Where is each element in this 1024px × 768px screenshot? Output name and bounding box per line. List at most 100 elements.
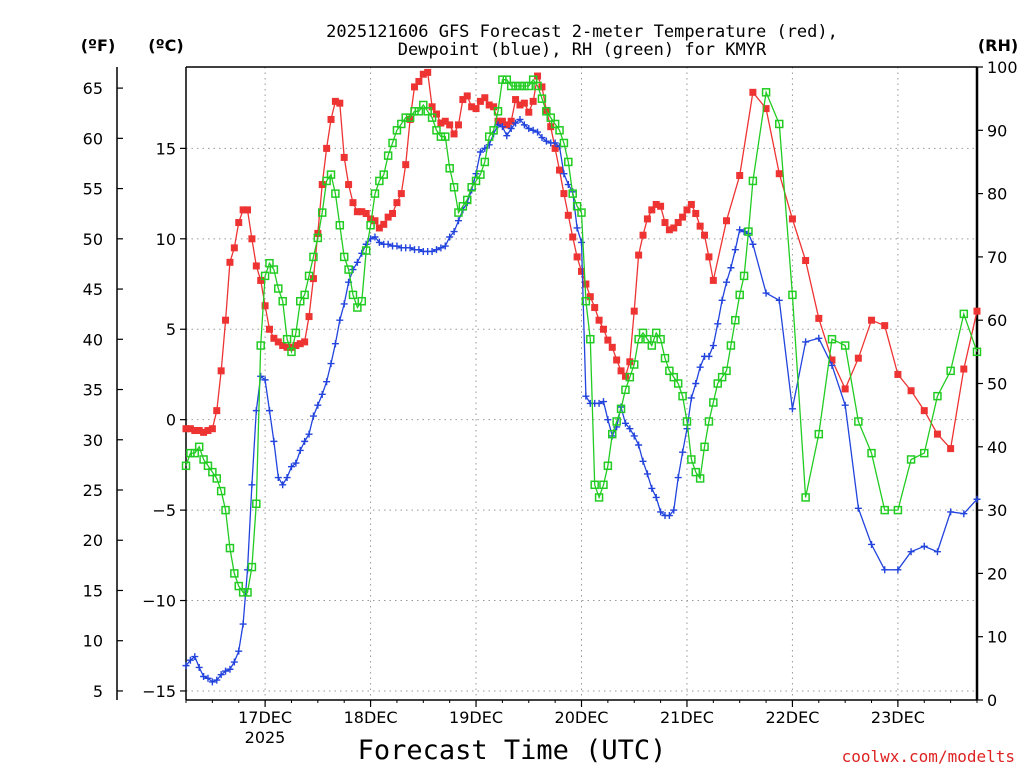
rh-point <box>181 461 191 471</box>
dewpoint-point <box>349 266 357 274</box>
rh-point <box>629 360 639 369</box>
rh-point <box>238 588 248 597</box>
dewpoint-point <box>230 658 238 666</box>
rh-point <box>524 81 534 91</box>
celsius-unit-label: (ºC) <box>148 36 183 55</box>
temperature-point <box>186 425 194 433</box>
temperature-point <box>454 121 462 129</box>
rh-point <box>586 334 595 344</box>
fahrenheit-tick-label: 60 <box>83 129 103 148</box>
series-dewpoint <box>182 115 981 686</box>
rh-tick-label: 60 <box>987 311 1007 330</box>
dewpoint-point <box>933 548 941 556</box>
temperature-point <box>437 119 445 127</box>
fahrenheit-tick-label: 10 <box>83 632 103 651</box>
temperature-point <box>705 253 713 261</box>
x-tick-label: 22DEC <box>765 708 819 727</box>
temperature-point <box>569 233 577 241</box>
rh-point <box>480 157 490 167</box>
temperature-point <box>424 68 432 76</box>
temperature-point <box>182 425 190 433</box>
temperature-point <box>538 83 546 91</box>
rh-point <box>441 132 450 141</box>
celsius-tick-label: −10 <box>142 592 176 611</box>
dewpoint-point <box>432 246 440 254</box>
dewpoint-point <box>498 123 506 131</box>
rh-point <box>423 107 432 116</box>
dewpoint-point <box>406 244 414 252</box>
temperature-point <box>665 226 673 234</box>
rh-point <box>498 75 507 84</box>
dewpoint-point <box>670 506 678 514</box>
dewpoint-point <box>358 249 366 257</box>
rh-point <box>471 176 481 186</box>
rh-point <box>717 372 727 382</box>
rh-point <box>326 170 336 179</box>
temperature-point <box>591 304 599 312</box>
rh-point <box>462 195 472 205</box>
dewpoint-point <box>257 372 265 380</box>
temperature-point <box>292 342 300 350</box>
dewpoint-point <box>736 226 744 234</box>
temperature-point <box>512 96 520 104</box>
temperature-point <box>323 144 331 152</box>
rh-point <box>401 113 410 122</box>
rh-point <box>339 252 349 262</box>
dewpoint-point <box>200 672 208 680</box>
x-tick-label: 23DEC <box>871 708 925 727</box>
temperature-point <box>235 219 243 227</box>
rh-point <box>537 94 547 103</box>
temperature-point <box>920 407 928 415</box>
dewpoint-point <box>292 459 300 467</box>
rh-tick-label: 90 <box>987 121 1007 140</box>
fahrenheit-tick-label: 25 <box>83 481 103 500</box>
temperature-point <box>525 108 533 116</box>
rh-point <box>243 588 252 597</box>
rh-point <box>296 296 305 306</box>
temperature-point <box>441 117 449 125</box>
rh-point <box>669 372 679 382</box>
temperature-point <box>411 83 419 91</box>
dewpoint-point <box>881 566 889 574</box>
rh-point <box>722 366 731 376</box>
dewpoint-point <box>538 134 546 142</box>
temperature-point <box>274 338 282 346</box>
temperature-point <box>657 202 665 210</box>
dewpoint-point <box>279 481 287 489</box>
dewpoint-point <box>204 674 212 682</box>
temperature-point <box>573 253 581 261</box>
rh-point <box>959 309 969 319</box>
rh-tick-label: 0 <box>987 691 997 710</box>
temperature-point <box>468 103 476 111</box>
rh-point <box>370 189 380 198</box>
rh-point <box>221 505 230 515</box>
dewpoint-point <box>679 448 687 456</box>
dewpoint-point <box>265 407 273 415</box>
dewpoint-point <box>947 508 955 516</box>
dewpoint-point <box>213 676 221 684</box>
data-series <box>181 68 982 686</box>
temperature-point <box>432 110 440 118</box>
rh-point <box>920 448 929 458</box>
dewpoint-point <box>960 510 968 518</box>
dewpoint-point <box>525 124 533 132</box>
rh-tick-label: 30 <box>987 501 1007 520</box>
x-axis-title: Forecast Time (UTC) <box>358 735 667 766</box>
celsius-tick-label: 10 <box>156 230 176 249</box>
dewpoint-point <box>749 240 757 248</box>
temperature-point <box>406 115 414 123</box>
temperature-point <box>244 206 252 214</box>
dewpoint-point <box>270 437 278 445</box>
dewpoint-point <box>226 665 234 673</box>
dewpoint-point <box>687 394 695 402</box>
dewpoint-point <box>534 128 542 136</box>
fahrenheit-unit-label: (ºF) <box>81 36 116 55</box>
dewpoint-point <box>446 233 454 241</box>
rh-point <box>225 543 235 553</box>
dewpoint-point <box>635 441 643 449</box>
dewpoint-point <box>894 566 902 574</box>
temperature-point <box>485 101 493 109</box>
rh-point <box>946 366 955 376</box>
dewpoint-point <box>485 141 493 149</box>
temperature-point <box>556 166 564 174</box>
